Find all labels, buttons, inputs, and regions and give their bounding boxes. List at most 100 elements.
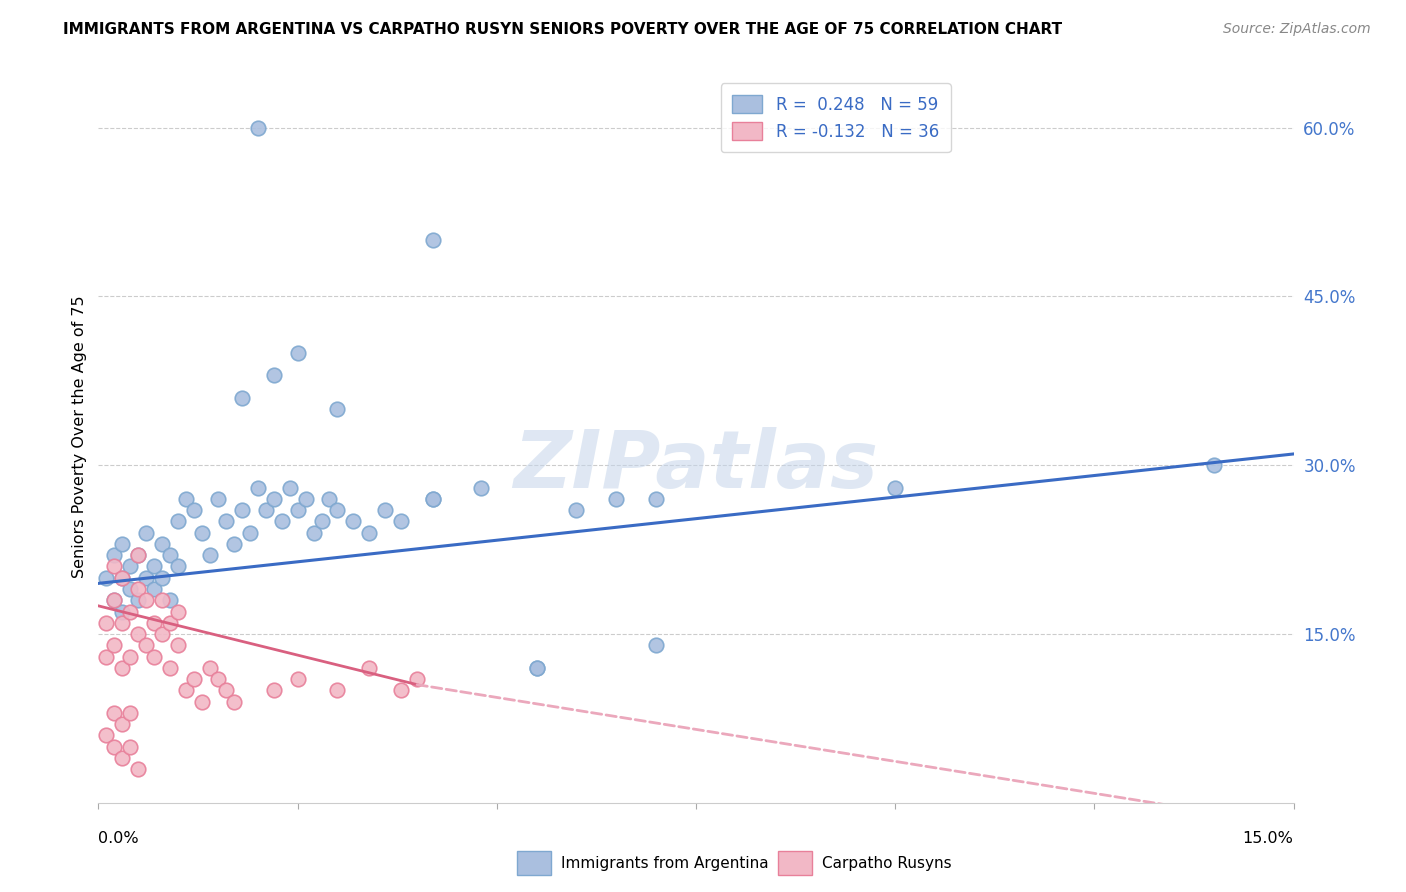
Point xyxy=(263,491,285,506)
Point xyxy=(287,672,309,686)
Point xyxy=(183,503,205,517)
Point xyxy=(526,661,548,675)
Point xyxy=(198,661,221,675)
Point xyxy=(605,491,627,506)
Point xyxy=(103,739,125,754)
Point xyxy=(111,661,134,675)
Point xyxy=(150,537,173,551)
Point xyxy=(278,481,301,495)
Point xyxy=(207,672,229,686)
Point xyxy=(120,739,142,754)
Point xyxy=(231,391,253,405)
Point xyxy=(287,503,309,517)
Point xyxy=(263,368,285,383)
Point xyxy=(222,537,245,551)
Point xyxy=(263,683,285,698)
Point xyxy=(526,661,548,675)
Point xyxy=(191,525,214,540)
Point xyxy=(254,503,277,517)
Point xyxy=(127,627,149,641)
Point xyxy=(120,706,142,720)
Point xyxy=(143,649,166,664)
Point xyxy=(111,615,134,630)
Point xyxy=(167,515,190,529)
Point xyxy=(174,491,197,506)
Point xyxy=(111,751,134,765)
Point xyxy=(406,672,429,686)
Point xyxy=(231,503,253,517)
Point xyxy=(127,548,149,562)
Text: 15.0%: 15.0% xyxy=(1243,831,1294,846)
Text: Immigrants from Argentina: Immigrants from Argentina xyxy=(561,855,769,871)
Point xyxy=(215,515,238,529)
Point xyxy=(215,683,238,698)
Point xyxy=(326,683,349,698)
Point xyxy=(96,571,118,585)
Point xyxy=(565,503,588,517)
Point xyxy=(311,515,333,529)
Point xyxy=(374,503,396,517)
Point xyxy=(127,762,149,776)
Point xyxy=(135,571,157,585)
Point xyxy=(96,615,118,630)
Point xyxy=(103,559,125,574)
Point xyxy=(127,548,149,562)
Point xyxy=(198,548,221,562)
Point xyxy=(135,638,157,652)
Point xyxy=(127,593,149,607)
Point xyxy=(111,571,134,585)
Point xyxy=(111,717,134,731)
Point xyxy=(143,615,166,630)
Point xyxy=(359,525,381,540)
Point xyxy=(96,728,118,742)
Text: Source: ZipAtlas.com: Source: ZipAtlas.com xyxy=(1223,22,1371,37)
Point xyxy=(96,649,118,664)
Point xyxy=(191,694,214,708)
Point xyxy=(143,582,166,596)
FancyBboxPatch shape xyxy=(517,851,551,875)
Point xyxy=(135,593,157,607)
Point xyxy=(389,515,412,529)
Point xyxy=(159,615,181,630)
Point xyxy=(103,593,125,607)
Point xyxy=(270,515,292,529)
Legend: R =  0.248   N = 59, R = -0.132   N = 36: R = 0.248 N = 59, R = -0.132 N = 36 xyxy=(721,83,950,153)
Point xyxy=(167,559,190,574)
Point xyxy=(287,345,309,359)
Point xyxy=(111,537,134,551)
Point xyxy=(422,491,444,506)
Point xyxy=(120,649,142,664)
Point xyxy=(246,120,269,135)
Point xyxy=(150,571,173,585)
Point xyxy=(422,233,444,247)
Point xyxy=(318,491,340,506)
Point xyxy=(150,627,173,641)
Point xyxy=(239,525,262,540)
Point xyxy=(167,605,190,619)
Point xyxy=(422,491,444,506)
Point xyxy=(183,672,205,686)
Point xyxy=(359,661,381,675)
Y-axis label: Seniors Poverty Over the Age of 75: Seniors Poverty Over the Age of 75 xyxy=(72,296,87,578)
Point xyxy=(167,638,190,652)
Point xyxy=(103,593,125,607)
Point xyxy=(174,683,197,698)
Point xyxy=(1202,458,1225,473)
Point xyxy=(302,525,325,540)
Point xyxy=(103,638,125,652)
Point xyxy=(143,559,166,574)
Point xyxy=(246,481,269,495)
Point xyxy=(342,515,364,529)
Point xyxy=(389,683,412,698)
Point xyxy=(207,491,229,506)
Point xyxy=(120,559,142,574)
FancyBboxPatch shape xyxy=(778,851,813,875)
Point xyxy=(135,525,157,540)
Point xyxy=(120,582,142,596)
Point xyxy=(103,706,125,720)
Point xyxy=(150,593,173,607)
Point xyxy=(159,593,181,607)
Point xyxy=(159,548,181,562)
Point xyxy=(294,491,316,506)
Point xyxy=(884,481,907,495)
